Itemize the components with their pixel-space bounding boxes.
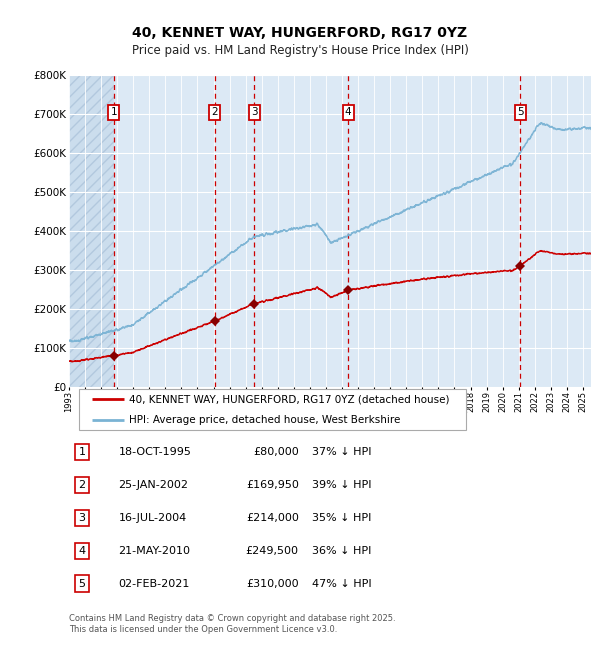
Text: £249,500: £249,500 [245,546,299,556]
Text: 40, KENNET WAY, HUNGERFORD, RG17 0YZ: 40, KENNET WAY, HUNGERFORD, RG17 0YZ [133,26,467,40]
Text: HPI: Average price, detached house, West Berkshire: HPI: Average price, detached house, West… [129,415,400,424]
Text: 25-JAN-2002: 25-JAN-2002 [119,480,188,490]
Text: 18-OCT-1995: 18-OCT-1995 [119,447,191,457]
Text: 3: 3 [79,513,86,523]
Text: 2: 2 [79,480,86,490]
Text: 4: 4 [79,546,86,556]
Text: 39% ↓ HPI: 39% ↓ HPI [312,480,371,490]
Text: 5: 5 [79,578,86,589]
Text: 21-MAY-2010: 21-MAY-2010 [119,546,191,556]
Text: 5: 5 [517,107,523,117]
Text: 35% ↓ HPI: 35% ↓ HPI [312,513,371,523]
Text: Contains HM Land Registry data © Crown copyright and database right 2025.
This d: Contains HM Land Registry data © Crown c… [69,614,395,634]
Text: 37% ↓ HPI: 37% ↓ HPI [312,447,371,457]
Text: 02-FEB-2021: 02-FEB-2021 [119,578,190,589]
Bar [69,75,114,387]
Text: £169,950: £169,950 [246,480,299,490]
Text: 16-JUL-2004: 16-JUL-2004 [119,513,187,523]
Text: 4: 4 [345,107,352,117]
Text: £310,000: £310,000 [246,578,299,589]
Text: 3: 3 [251,107,257,117]
Text: Price paid vs. HM Land Registry's House Price Index (HPI): Price paid vs. HM Land Registry's House … [131,44,469,57]
FancyBboxPatch shape [79,389,466,430]
Text: £214,000: £214,000 [246,513,299,523]
Text: 40, KENNET WAY, HUNGERFORD, RG17 0YZ (detached house): 40, KENNET WAY, HUNGERFORD, RG17 0YZ (de… [129,395,449,404]
Text: 1: 1 [110,107,117,117]
Text: £80,000: £80,000 [253,447,299,457]
Text: 36% ↓ HPI: 36% ↓ HPI [312,546,371,556]
Text: 2: 2 [211,107,218,117]
Text: 47% ↓ HPI: 47% ↓ HPI [312,578,371,589]
Text: 1: 1 [79,447,86,457]
